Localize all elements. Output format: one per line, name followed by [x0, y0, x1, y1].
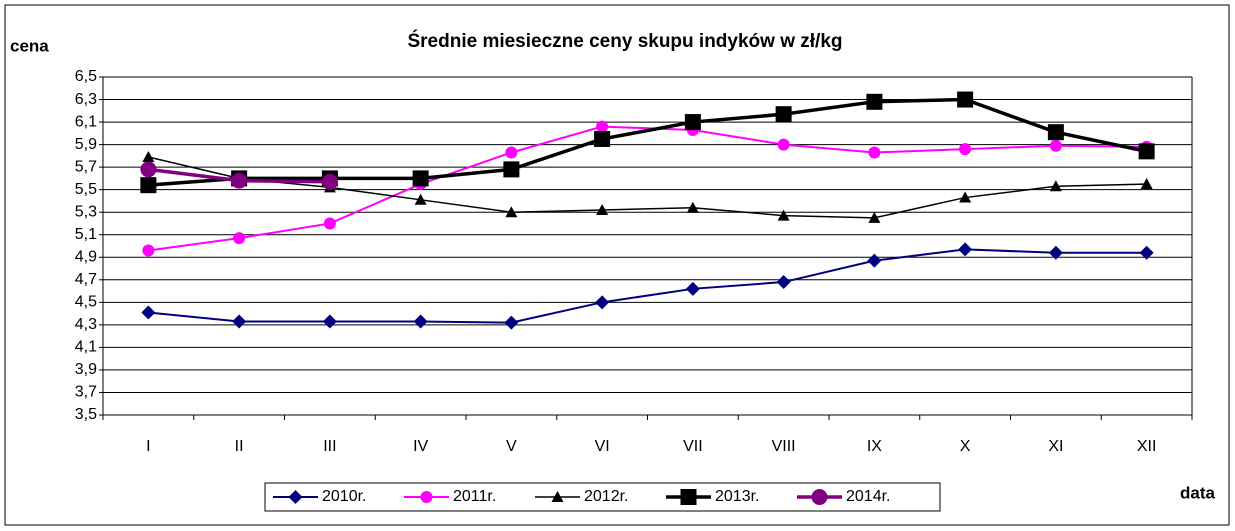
marker — [684, 114, 701, 131]
marker — [140, 177, 157, 194]
marker — [777, 138, 790, 151]
x-tick-label: IV — [413, 438, 428, 455]
y-tick-label: 4,3 — [75, 316, 97, 333]
marker — [1140, 178, 1153, 190]
y-tick-label: 4,9 — [75, 248, 97, 265]
marker — [680, 489, 697, 505]
y-tick-label: 6,1 — [75, 113, 97, 130]
y-tick-label: 3,5 — [75, 406, 97, 423]
marker — [1139, 245, 1154, 260]
marker — [322, 314, 337, 329]
x-tick-label: III — [323, 438, 336, 455]
y-tick-label: 3,9 — [75, 361, 97, 378]
legend-label: 2012r. — [584, 488, 628, 505]
y-tick-label: 4,7 — [75, 271, 97, 288]
marker — [1047, 124, 1064, 141]
marker — [594, 130, 611, 147]
marker — [414, 193, 427, 205]
marker — [685, 281, 700, 296]
marker — [776, 275, 791, 290]
series-line — [148, 248, 1147, 324]
marker — [140, 161, 157, 178]
y-tick-label: 6,3 — [75, 91, 97, 108]
y-tick-label: 6,5 — [75, 68, 97, 85]
y-tick-label: 4,5 — [75, 294, 97, 311]
series-line — [148, 125, 1147, 252]
x-tick-label: I — [146, 438, 150, 455]
y-tick-label: 5,7 — [75, 158, 97, 175]
marker — [868, 146, 881, 159]
marker — [231, 172, 248, 189]
marker — [288, 490, 303, 504]
marker — [412, 170, 429, 187]
y-tick-label: 5,1 — [75, 226, 97, 243]
marker — [505, 146, 518, 159]
marker — [233, 232, 246, 245]
marker — [505, 206, 518, 218]
marker — [503, 161, 520, 178]
marker — [866, 93, 883, 110]
y-axis-label: cena — [10, 36, 49, 55]
x-tick-label: V — [506, 438, 517, 455]
y-tick-label: 3,7 — [75, 384, 97, 401]
marker — [232, 314, 247, 329]
marker — [1138, 143, 1155, 160]
marker — [323, 217, 336, 230]
x-tick-label: X — [960, 438, 971, 455]
marker — [141, 305, 156, 320]
x-tick-label: XII — [1137, 438, 1157, 455]
marker — [1049, 180, 1062, 192]
marker — [686, 201, 699, 213]
marker — [551, 491, 564, 502]
x-tick-label: II — [235, 438, 244, 455]
y-tick-label: 5,9 — [75, 136, 97, 153]
series-line — [148, 97, 1147, 187]
marker — [596, 203, 609, 215]
marker — [420, 491, 433, 503]
marker — [595, 295, 610, 310]
marker — [958, 242, 973, 257]
x-tick-label: IX — [867, 438, 882, 455]
y-tick-label: 5,5 — [75, 181, 97, 198]
x-tick-label: VII — [683, 438, 703, 455]
chart-border — [4, 4, 1230, 526]
series-line — [148, 156, 1147, 219]
legend-label: 2014r. — [846, 488, 890, 505]
marker — [504, 315, 519, 330]
x-tick-label: VIII — [772, 438, 796, 455]
marker — [959, 191, 972, 203]
x-tick-label: XI — [1048, 438, 1063, 455]
marker — [957, 91, 974, 108]
y-tick-label: 5,3 — [75, 203, 97, 220]
y-tick-label: 4,1 — [75, 339, 97, 356]
marker — [1048, 245, 1063, 260]
marker — [811, 489, 828, 505]
marker — [959, 143, 972, 156]
legend-label: 2010r. — [322, 488, 366, 505]
marker — [777, 209, 790, 221]
marker — [867, 253, 882, 268]
x-tick-label: VI — [595, 438, 610, 455]
marker — [868, 211, 881, 223]
marker — [1049, 139, 1062, 152]
marker — [142, 150, 155, 162]
marker — [413, 314, 428, 329]
marker — [321, 173, 338, 190]
marker — [596, 120, 609, 133]
chart-title: Średnie miesieczne ceny skupu indyków w … — [407, 30, 842, 52]
legend-label: 2011r. — [453, 488, 496, 505]
x-axis-label: data — [1180, 483, 1216, 502]
marker — [775, 106, 792, 123]
legend-label: 2013r. — [715, 488, 759, 505]
marker — [142, 244, 155, 257]
